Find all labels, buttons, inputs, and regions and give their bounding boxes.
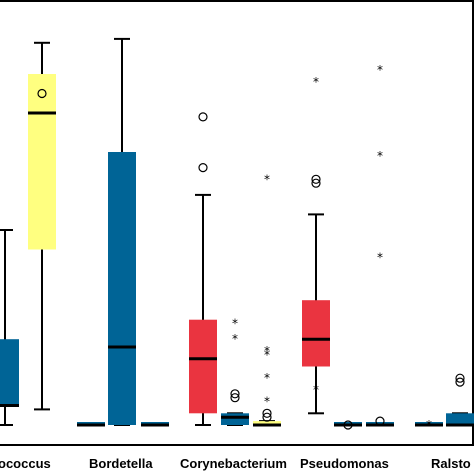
box-bordetella-c	[141, 422, 169, 427]
outlier-circle-coryne-b-0	[230, 393, 240, 403]
outlier-star-ralsto-a-0: *	[426, 418, 432, 432]
iqr-coryne-c	[253, 421, 281, 425]
outlier-circle-ralsto-b-0	[455, 377, 465, 387]
iqr-pseudo-a	[302, 300, 330, 367]
box-coryne-a	[189, 112, 217, 426]
outlier-star-coryne-c-4: *	[264, 172, 270, 186]
outlier-circle-coryne-c-0	[262, 412, 272, 422]
outlier-circle-pseudo-a-0	[311, 178, 321, 188]
box-ralsto-b	[446, 373, 474, 427]
box-bordetella-a	[77, 422, 105, 427]
box-ococcus-b	[28, 41, 56, 411]
outlier-star-pseudo-c-1: *	[377, 149, 383, 163]
category-label-0: ococcus	[0, 456, 51, 471]
outlier-circle-pseudo-c-0	[375, 416, 385, 426]
category-label-4: Ralsto	[431, 456, 471, 471]
box-pseudo-c: * * *	[366, 63, 394, 427]
outlier-star-pseudo-a-0: *	[313, 383, 319, 397]
box-coryne-c: *****	[253, 172, 281, 427]
outlier-circle-coryne-a-1	[198, 112, 208, 122]
outlier-star-coryne-b-0: *	[232, 332, 238, 346]
box-ococcus-a	[0, 229, 19, 426]
box-coryne-b: **	[221, 317, 249, 426]
outlier-star-pseudo-c-0: *	[377, 250, 383, 264]
outlier-star-coryne-b-1: *	[232, 317, 238, 331]
outlier-star-pseudo-c-2: *	[377, 63, 383, 77]
box-ralsto-a: *	[415, 418, 443, 432]
outlier-circle-pseudo-b-0	[343, 420, 353, 430]
category-label-2: Corynebacterium	[180, 456, 287, 471]
category-label-group: ococcus Bordetella Corynebacterium Pseud…	[0, 456, 471, 471]
outlier-circle-coryne-a-0	[198, 163, 208, 173]
outlier-circle-coryne-b-1	[230, 389, 240, 399]
iqr-bordetella-b	[108, 152, 136, 425]
outlier-star-coryne-c-2: *	[264, 348, 270, 362]
box-pseudo-b	[334, 420, 362, 430]
outlier-star-coryne-c-1: *	[264, 371, 270, 385]
box-group: *************	[0, 37, 474, 432]
outlier-circle-ralsto-b-1	[455, 373, 465, 383]
box-bordetella-b	[108, 37, 136, 426]
outlier-star-coryne-c-3: *	[264, 344, 270, 358]
outlier-star-coryne-c-0: *	[264, 395, 270, 409]
outlier-circle-coryne-c-1	[262, 408, 272, 418]
box-pseudo-a: **	[302, 75, 330, 415]
category-label-1: Bordetella	[89, 456, 153, 471]
outlier-star-pseudo-a-1: *	[313, 75, 319, 89]
iqr-ococcus-a	[0, 339, 19, 406]
iqr-coryne-a	[189, 319, 217, 414]
category-label-3: Pseudomonas	[300, 456, 389, 471]
outlier-circle-pseudo-a-1	[311, 174, 321, 184]
iqr-ralsto-b	[446, 413, 474, 425]
iqr-ococcus-b	[28, 74, 56, 250]
outlier-circle-ococcus-b-0	[37, 88, 47, 99]
iqr-coryne-b	[221, 413, 249, 425]
